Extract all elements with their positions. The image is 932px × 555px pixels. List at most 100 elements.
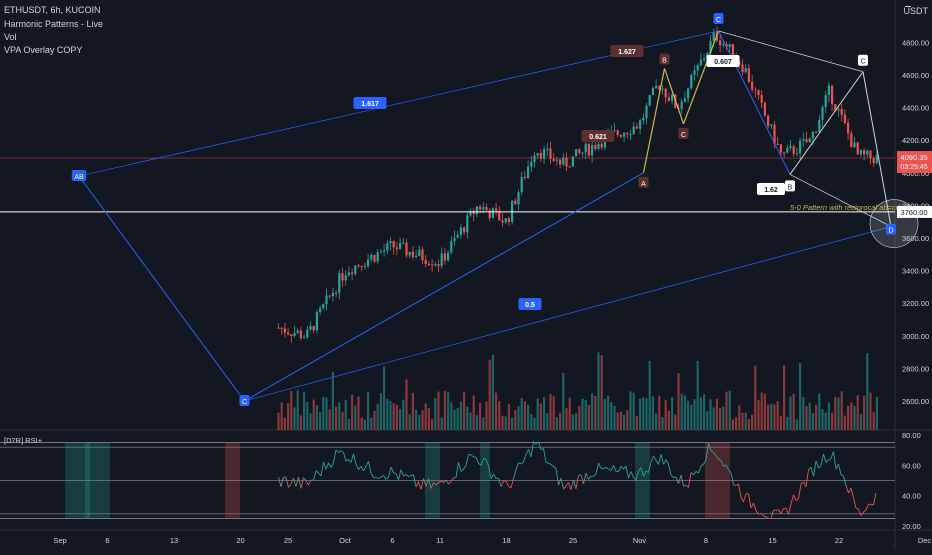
candle-body: [620, 135, 622, 137]
candle-body: [290, 334, 292, 336]
volume-bar: [543, 397, 545, 430]
volume-bar: [306, 402, 308, 430]
rsi-line-segment: [771, 510, 774, 518]
time-tick-label: 15: [768, 536, 776, 545]
volume-bar: [556, 417, 558, 430]
rsi-line-segment: [521, 462, 524, 464]
rsi-line-segment: [739, 484, 742, 498]
rsi-line-segment: [501, 481, 504, 486]
candle-body: [319, 308, 321, 312]
volume-bar: [428, 408, 430, 430]
candle-body: [463, 228, 465, 233]
volume-bar: [674, 415, 676, 430]
volume-bar: [517, 406, 519, 430]
volume-bar: [649, 361, 651, 430]
candle-body: [837, 109, 839, 110]
currency-label[interactable]: USDT: [904, 6, 929, 16]
rsi-line-segment: [629, 472, 632, 479]
candle-body: [821, 107, 823, 120]
label-point-c-top: C: [716, 17, 721, 24]
candle-body: [697, 65, 699, 70]
volume-bar: [770, 404, 772, 430]
volume-bar: [405, 379, 407, 430]
indicator-vpa[interactable]: VPA Overlay COPY: [4, 45, 82, 55]
candle-body: [623, 133, 625, 137]
volume-bar: [687, 401, 689, 430]
volume-bar: [597, 352, 599, 430]
rsi-line-segment: [556, 468, 559, 485]
candle-body: [722, 44, 724, 45]
volume-bar: [495, 393, 497, 430]
indicator-vol[interactable]: Vol: [4, 32, 17, 42]
rsi-line-segment: [744, 494, 747, 502]
rsi-line-segment: [846, 486, 849, 494]
candle-body: [812, 132, 814, 138]
volume-bar: [444, 391, 446, 430]
candle-body: [313, 326, 315, 330]
time-tick-label: 22: [835, 536, 843, 545]
time-tick-label: 6: [105, 536, 109, 545]
rsi-line-segment: [491, 474, 494, 479]
rsi-line-segment: [594, 474, 597, 476]
volume-bar: [457, 408, 459, 430]
candle-body: [825, 95, 827, 107]
volume-bar: [322, 397, 324, 430]
volume-bar: [703, 394, 705, 430]
candle-body: [437, 264, 439, 266]
rsi-line-segment: [631, 472, 634, 478]
rsi-line-segment: [476, 457, 479, 463]
candle-body: [284, 328, 286, 332]
price-tick-label: 2800.00: [902, 364, 929, 373]
volume-bar: [514, 410, 516, 430]
volume-bar: [706, 411, 708, 430]
candle-body: [601, 144, 603, 148]
rsi-line-segment: [796, 499, 799, 501]
candle-body: [409, 252, 411, 256]
rsi-line-segment: [399, 470, 402, 480]
ratio-label-1617: 1.617: [361, 101, 379, 108]
rsi-line-segment: [334, 450, 337, 463]
rsi-line-segment: [536, 442, 539, 445]
volume-bar: [642, 397, 644, 430]
rsi-line-segment: [526, 449, 529, 454]
volume-bar: [681, 394, 683, 430]
rsi-line-segment: [661, 454, 664, 464]
rsi-line-segment: [549, 463, 552, 464]
ratio-label-0607: 0.607: [714, 59, 732, 66]
time-tick-label: Nov: [633, 536, 647, 545]
candle-body: [482, 207, 484, 209]
volume-bar: [540, 404, 542, 430]
time-tick-label: 25: [284, 536, 292, 545]
candle-body: [684, 99, 686, 102]
rsi-line-segment: [314, 471, 317, 481]
rsi-line-segment: [751, 503, 754, 508]
candle-body: [332, 293, 334, 296]
rsi-line-segment: [804, 482, 807, 487]
indicator-harmonic[interactable]: Harmonic Patterns - Live: [4, 19, 103, 29]
candle-body: [303, 337, 305, 338]
candle-body: [588, 144, 590, 156]
rsi-line-segment: [586, 473, 589, 479]
ratio-label-0621: 0.621: [589, 134, 607, 141]
volume-bar: [626, 410, 628, 430]
candle-body: [543, 149, 545, 158]
volume-bar: [409, 414, 411, 430]
time-tick-label: 25: [569, 536, 577, 545]
candle-body: [655, 86, 657, 88]
volume-bar: [562, 373, 564, 430]
symbol-title[interactable]: ETHUSDT, 6h, KUCOIN: [4, 5, 101, 15]
candle-body: [485, 207, 487, 210]
rsi-line-segment: [764, 516, 767, 517]
candle-body: [853, 143, 855, 148]
rsi-line-segment: [546, 462, 549, 463]
candle-body: [495, 208, 497, 210]
rsi-tick-label: 20.00: [902, 522, 921, 531]
rsi-line-segment: [449, 481, 452, 484]
rsi-line-segment: [849, 488, 852, 493]
rsi-line-segment: [831, 452, 834, 459]
candle-body: [652, 88, 654, 95]
candle-body: [537, 153, 539, 155]
rsi-line-segment: [754, 503, 757, 510]
